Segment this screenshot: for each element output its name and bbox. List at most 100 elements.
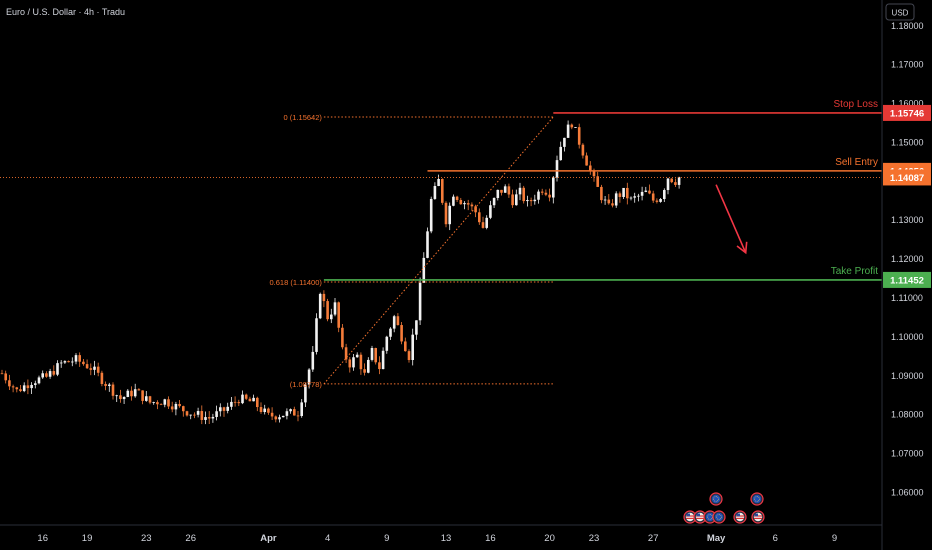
candle-body xyxy=(655,200,659,202)
currency-button[interactable]: USD xyxy=(885,3,915,21)
eu-flag-icon[interactable] xyxy=(750,492,764,506)
candle xyxy=(237,399,241,407)
candle-body xyxy=(34,383,37,385)
candle-body xyxy=(359,354,363,370)
candle-body xyxy=(437,178,440,187)
candle-body xyxy=(378,362,381,370)
candle-body xyxy=(67,361,70,363)
candle xyxy=(437,174,440,187)
candle xyxy=(337,301,340,333)
candle xyxy=(648,184,651,195)
candle-body xyxy=(219,407,222,412)
candle-body xyxy=(422,257,426,283)
candle xyxy=(178,399,181,408)
candle xyxy=(182,405,185,417)
candle-body xyxy=(540,191,544,193)
candle xyxy=(659,197,662,203)
candle xyxy=(400,322,403,345)
candle xyxy=(137,388,141,391)
candle xyxy=(341,323,344,350)
projection-arrow[interactable] xyxy=(715,184,748,255)
candle-body xyxy=(11,386,15,388)
us-flag-icon[interactable] xyxy=(751,510,765,524)
candle-body xyxy=(581,144,585,156)
candle xyxy=(489,200,492,220)
candle xyxy=(78,352,81,367)
candle-body xyxy=(119,395,122,400)
chart-title: Euro / U.S. Dollar · 4h · Tradu xyxy=(6,7,125,17)
candle-body xyxy=(196,411,200,415)
candle xyxy=(355,352,359,358)
economic-events[interactable] xyxy=(683,492,765,524)
candle xyxy=(570,123,574,130)
candle-body xyxy=(78,355,81,362)
currency-label: USD xyxy=(892,9,909,18)
candle-body xyxy=(56,363,59,375)
candle xyxy=(359,352,363,375)
candle-body xyxy=(396,316,400,326)
fib-level-label: 0 (1.15642) xyxy=(284,113,323,122)
candle xyxy=(93,360,96,376)
candle-body xyxy=(626,187,629,199)
candle-body xyxy=(492,197,496,206)
candle xyxy=(122,396,126,404)
price-tick-label: 1.08000 xyxy=(891,410,924,420)
candle-body xyxy=(496,189,500,198)
candle xyxy=(326,298,329,322)
eu-flag-icon[interactable] xyxy=(712,510,726,524)
event-flag-canton xyxy=(736,513,740,517)
candle-body xyxy=(485,217,488,228)
us-flag-icon[interactable] xyxy=(683,510,697,524)
candle xyxy=(555,155,559,182)
candle xyxy=(41,370,44,379)
candle-body xyxy=(19,389,22,392)
candle-body xyxy=(533,199,537,202)
candle-body xyxy=(563,137,566,147)
candle xyxy=(45,371,48,378)
event-flag-fill xyxy=(714,512,724,522)
candle xyxy=(85,359,89,370)
us-flag-icon[interactable] xyxy=(693,510,707,524)
candle-body xyxy=(333,302,337,315)
candle-body xyxy=(167,399,170,407)
candle xyxy=(330,308,333,324)
candle-body xyxy=(233,401,237,403)
candle xyxy=(74,353,78,365)
level-price-tag-text: 1.15746 xyxy=(890,108,924,119)
eu-flag-icon[interactable] xyxy=(709,492,723,506)
candle xyxy=(71,357,74,367)
fibonacci-retracement[interactable]: 0 (1.15642) 0.618 (1.11400) (1.08778) xyxy=(269,113,554,389)
candle xyxy=(59,360,63,368)
price-tick-label: 1.07000 xyxy=(891,449,924,459)
candle xyxy=(544,189,548,197)
candle-body xyxy=(285,411,289,416)
candle xyxy=(163,398,167,408)
candle-body xyxy=(537,191,540,200)
candle-body xyxy=(500,189,503,193)
candle-body xyxy=(148,396,152,403)
candle-body xyxy=(552,177,555,198)
time-tick-label: 9 xyxy=(832,533,837,544)
candle xyxy=(293,406,296,416)
event-flag-fill xyxy=(752,494,762,504)
candle-body xyxy=(614,193,618,206)
candle xyxy=(389,327,392,341)
candle xyxy=(15,386,19,393)
time-axis[interactable]: 16 19 23 26 Apr 4 9 13 16 20 23 27 May 6 9 xyxy=(37,533,837,544)
time-tick-label: 13 xyxy=(441,533,452,544)
candle xyxy=(589,161,592,175)
candle-body xyxy=(330,314,333,320)
candle xyxy=(289,408,292,414)
candle-body xyxy=(274,416,278,420)
candle-body xyxy=(211,416,215,419)
candle-body xyxy=(230,401,233,407)
event-flag-canton xyxy=(754,513,758,517)
candle-body xyxy=(104,383,107,386)
candle xyxy=(378,356,381,375)
us-flag-icon[interactable] xyxy=(733,510,747,524)
candle-body xyxy=(263,408,266,413)
candle xyxy=(677,176,681,189)
event-flag-fill xyxy=(705,512,715,522)
candle xyxy=(34,380,37,389)
